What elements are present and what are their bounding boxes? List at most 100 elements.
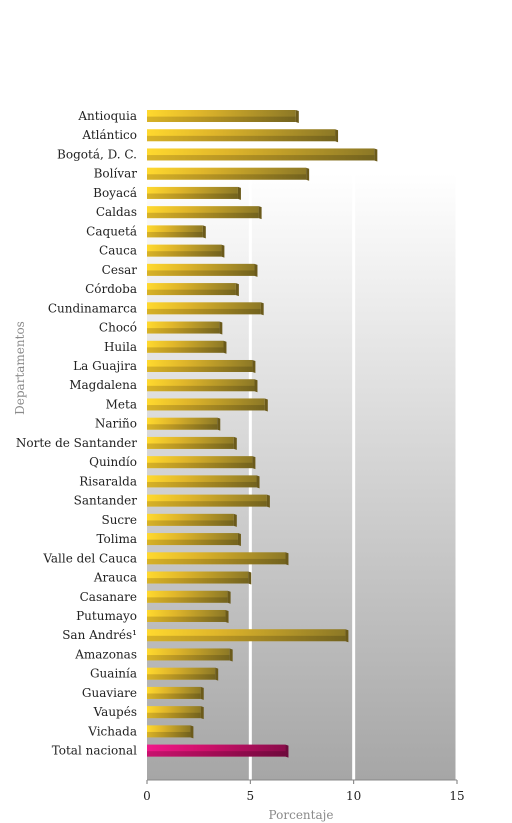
bar-end — [335, 129, 339, 143]
bar — [147, 148, 378, 162]
x-tick-label: 5 — [247, 789, 255, 803]
category-label: Quindío — [89, 455, 137, 469]
bar — [147, 513, 237, 527]
bar-shade — [147, 616, 226, 622]
bar — [147, 283, 239, 297]
bar-end — [200, 706, 204, 720]
category-label: Risaralda — [79, 474, 137, 488]
bar-shade — [147, 731, 191, 738]
category-label: Cauca — [99, 244, 137, 258]
bar-shade — [147, 251, 222, 257]
bar-end — [221, 244, 225, 258]
bar — [147, 571, 252, 585]
bar-end — [235, 283, 239, 297]
bar-shade — [147, 193, 238, 199]
category-label: Sucre — [101, 513, 137, 527]
bar-shade — [147, 116, 296, 122]
category-label: Tolima — [96, 532, 137, 546]
x-tick-labels: 0 5 10 15 — [143, 789, 464, 803]
bar-shade — [147, 405, 265, 411]
bar-end — [237, 533, 241, 547]
bar-total-nacional — [147, 744, 289, 758]
bar-shade — [147, 520, 234, 526]
bar-end — [295, 110, 299, 123]
bar-shade — [147, 443, 234, 449]
bar-end — [306, 167, 310, 181]
bar — [147, 302, 264, 316]
bar-shade — [147, 328, 220, 334]
bar-shade — [147, 270, 255, 276]
category-label: Antioquia — [77, 109, 137, 123]
bar-end — [223, 340, 227, 354]
bar-end — [256, 475, 260, 489]
category-label: Vaupés — [93, 705, 137, 719]
bar-end — [285, 744, 289, 758]
bar — [147, 321, 223, 335]
bar — [147, 167, 310, 181]
x-tick-label: 15 — [449, 789, 464, 803]
bar-shade — [147, 578, 249, 584]
category-labels: Antioquia Atlántico Bogotá, D. C. Bolívar Bo… — [16, 109, 137, 758]
bar — [147, 436, 237, 450]
bar-shade — [147, 481, 257, 488]
category-label: Amazonas — [74, 647, 137, 661]
bar — [147, 244, 225, 258]
category-label: Arauca — [93, 571, 137, 585]
bar — [147, 686, 204, 700]
bar-shade — [147, 174, 307, 180]
bar-face — [147, 244, 222, 257]
bar-shade — [147, 347, 224, 353]
bar-shade — [147, 712, 201, 719]
bar — [147, 129, 339, 143]
bar — [147, 706, 204, 720]
bar-shade — [147, 308, 261, 315]
bar-shade — [147, 674, 216, 680]
category-label: Putumayo — [76, 609, 137, 623]
bar-end — [215, 667, 219, 681]
bars — [147, 110, 378, 758]
bar-shade — [147, 212, 259, 219]
category-label: San Andrés¹ — [62, 628, 137, 642]
bar — [147, 590, 231, 604]
bar — [147, 533, 241, 547]
x-tick-label: 10 — [346, 789, 361, 803]
bar-end — [237, 186, 241, 200]
bar-end — [190, 725, 194, 739]
category-label: Caquetá — [86, 224, 137, 238]
bar — [147, 475, 260, 489]
category-label: Chocó — [99, 321, 137, 335]
gridlines — [146, 90, 459, 784]
plot-background — [147, 90, 457, 780]
bar — [147, 667, 219, 681]
bar-shade — [147, 366, 253, 372]
bar-end — [374, 148, 378, 162]
category-label: Valle del Cauca — [42, 551, 137, 565]
bar — [147, 186, 241, 200]
bar-shade — [147, 462, 253, 469]
bar-end — [219, 321, 223, 335]
category-label: Norte de Santander — [16, 436, 137, 450]
bar — [147, 456, 256, 470]
bar-shade — [147, 231, 203, 238]
bar-shade — [147, 289, 236, 296]
category-label: Vichada — [87, 724, 137, 738]
bar — [147, 629, 349, 643]
category-label: Santander — [74, 494, 138, 508]
category-label: Guainía — [90, 667, 137, 681]
bar — [147, 359, 256, 373]
bar-end — [202, 225, 206, 239]
bar-end — [254, 263, 258, 277]
bar-shade — [147, 751, 286, 757]
bar-end — [227, 590, 231, 604]
bar-end — [233, 436, 237, 450]
category-label: Magdalena — [69, 378, 137, 392]
category-label: Casanare — [80, 590, 137, 604]
category-label: Bolívar — [94, 167, 138, 181]
category-label: Boyacá — [93, 186, 137, 200]
bar-end — [233, 513, 237, 527]
category-label: Cesar — [102, 263, 138, 277]
bar-shade — [147, 135, 336, 142]
category-label: Huila — [104, 340, 137, 354]
bar-shade — [147, 155, 375, 161]
bar-end — [217, 417, 221, 431]
